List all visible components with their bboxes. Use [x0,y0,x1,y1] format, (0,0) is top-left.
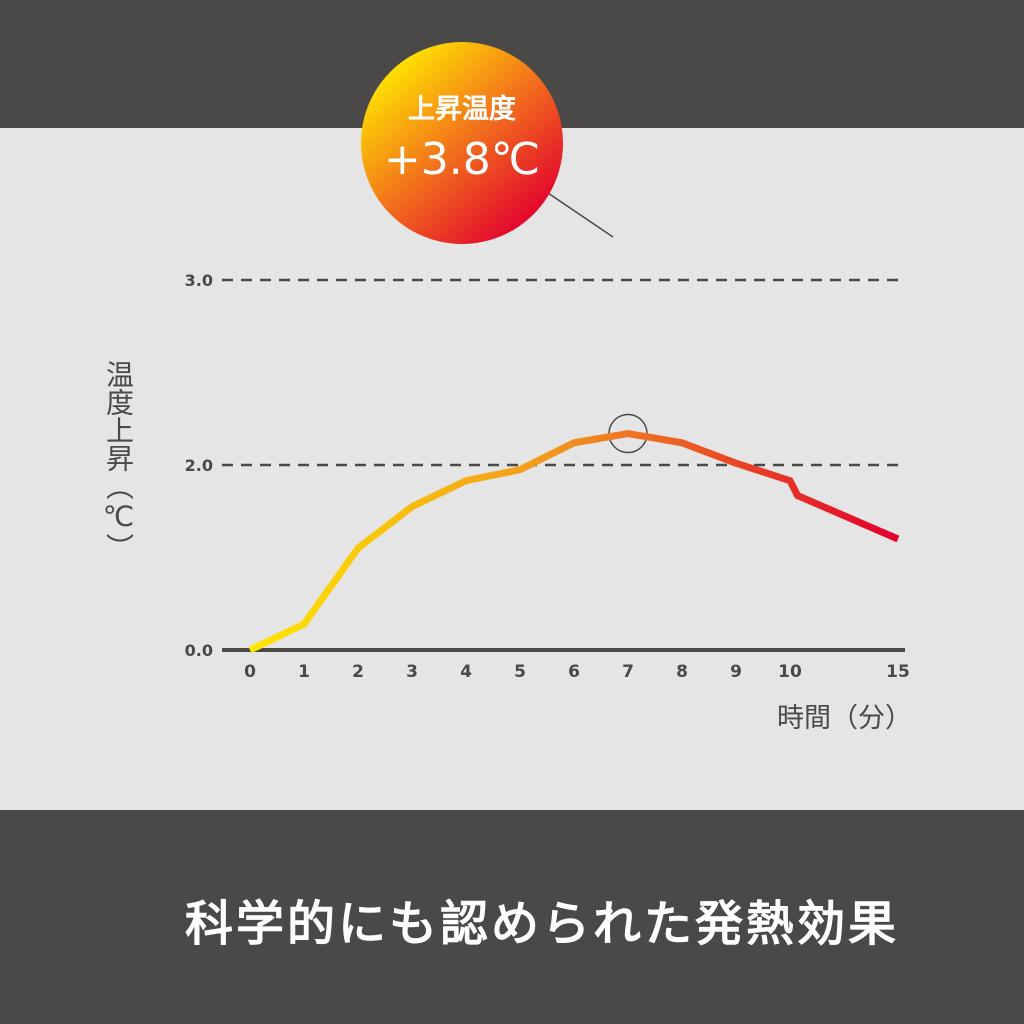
x-tick-label: 8 [676,662,688,682]
x-tick-label: 7 [622,662,634,682]
callout-leader-line [547,192,614,238]
y-tick-label: 2.0 [185,456,213,475]
x-tick-label: 1 [298,662,310,682]
x-tick-label: 2 [352,662,364,682]
x-tick-label: 6 [568,662,580,682]
x-tick-label: 4 [460,662,472,682]
callout-label: 上昇温度 [408,93,516,125]
x-tick-label: 9 [730,662,742,682]
series-line-temperature [248,429,900,654]
y-tick-labels: 0.0 2.0 3.0 [185,271,213,660]
callout-bubble [361,42,563,244]
x-tick-label: 10 [778,662,802,682]
bottom-band [0,810,1024,1024]
x-tick-label: 15 [886,662,910,682]
x-tick-labels: 0 1 2 3 4 5 6 7 8 9 10 15 [244,662,910,682]
caption: 科学的にも認められた発熱効果 [184,896,899,952]
grid-lines [222,278,905,467]
y-tick-label: 0.0 [185,641,213,660]
x-axis-label: 時間（分） [777,703,912,734]
callout-value: +3.8℃ [384,134,540,185]
x-tick-label: 5 [514,662,526,682]
x-tick-label: 3 [406,662,418,682]
y-tick-label: 3.0 [185,271,213,290]
y-axis-label: 温度上昇（℃） [102,360,135,561]
x-tick-label: 0 [244,662,256,682]
